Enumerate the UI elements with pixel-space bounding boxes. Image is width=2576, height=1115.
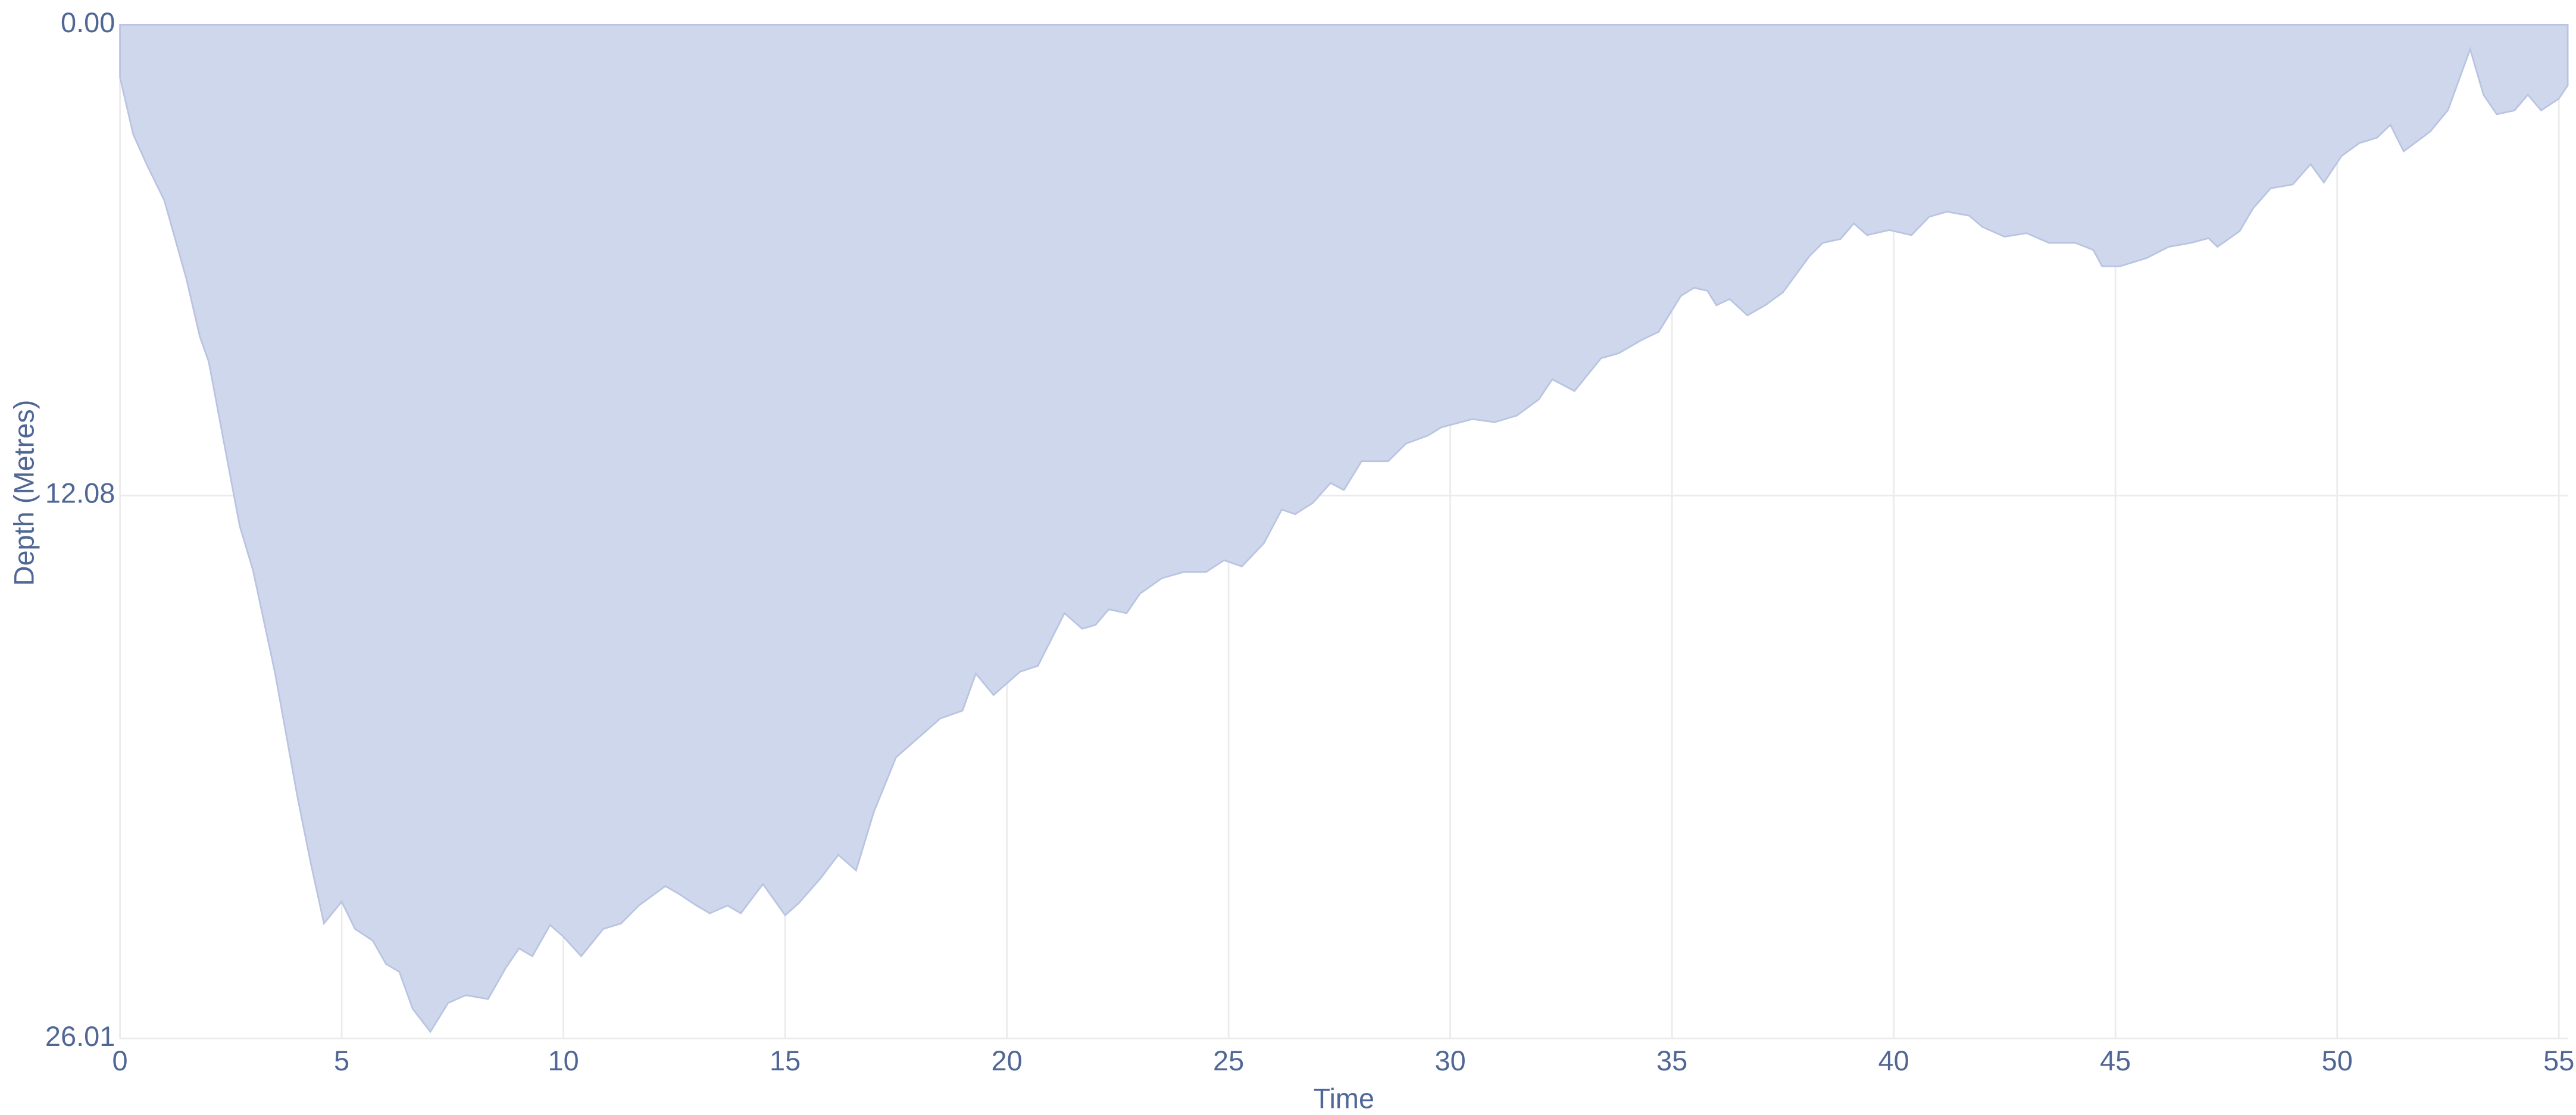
x-tick-label: 25 (1213, 1045, 1244, 1076)
x-tick-label: 45 (2100, 1045, 2131, 1076)
y-axis-label: Depth (Metres) (9, 400, 40, 586)
x-tick-label: 30 (1435, 1045, 1466, 1076)
x-tick-label: 15 (770, 1045, 801, 1076)
x-tick-label: 20 (992, 1045, 1023, 1076)
y-tick-label: 26.01 (45, 1021, 115, 1052)
depth-area (119, 24, 2569, 1033)
x-tick-label: 50 (2322, 1045, 2353, 1076)
x-tick-label: 5 (334, 1045, 349, 1076)
x-axis-label: Time (1314, 1083, 1375, 1114)
x-tick-label: 10 (548, 1045, 579, 1076)
x-tick-label: 0 (112, 1045, 128, 1076)
x-tick-label: 40 (1878, 1045, 1909, 1076)
y-tick-label: 12.08 (45, 478, 115, 509)
x-tick-label: 35 (1656, 1045, 1687, 1076)
x-tick-label: 55 (2543, 1045, 2574, 1076)
y-tick-label: 0.00 (61, 7, 115, 38)
